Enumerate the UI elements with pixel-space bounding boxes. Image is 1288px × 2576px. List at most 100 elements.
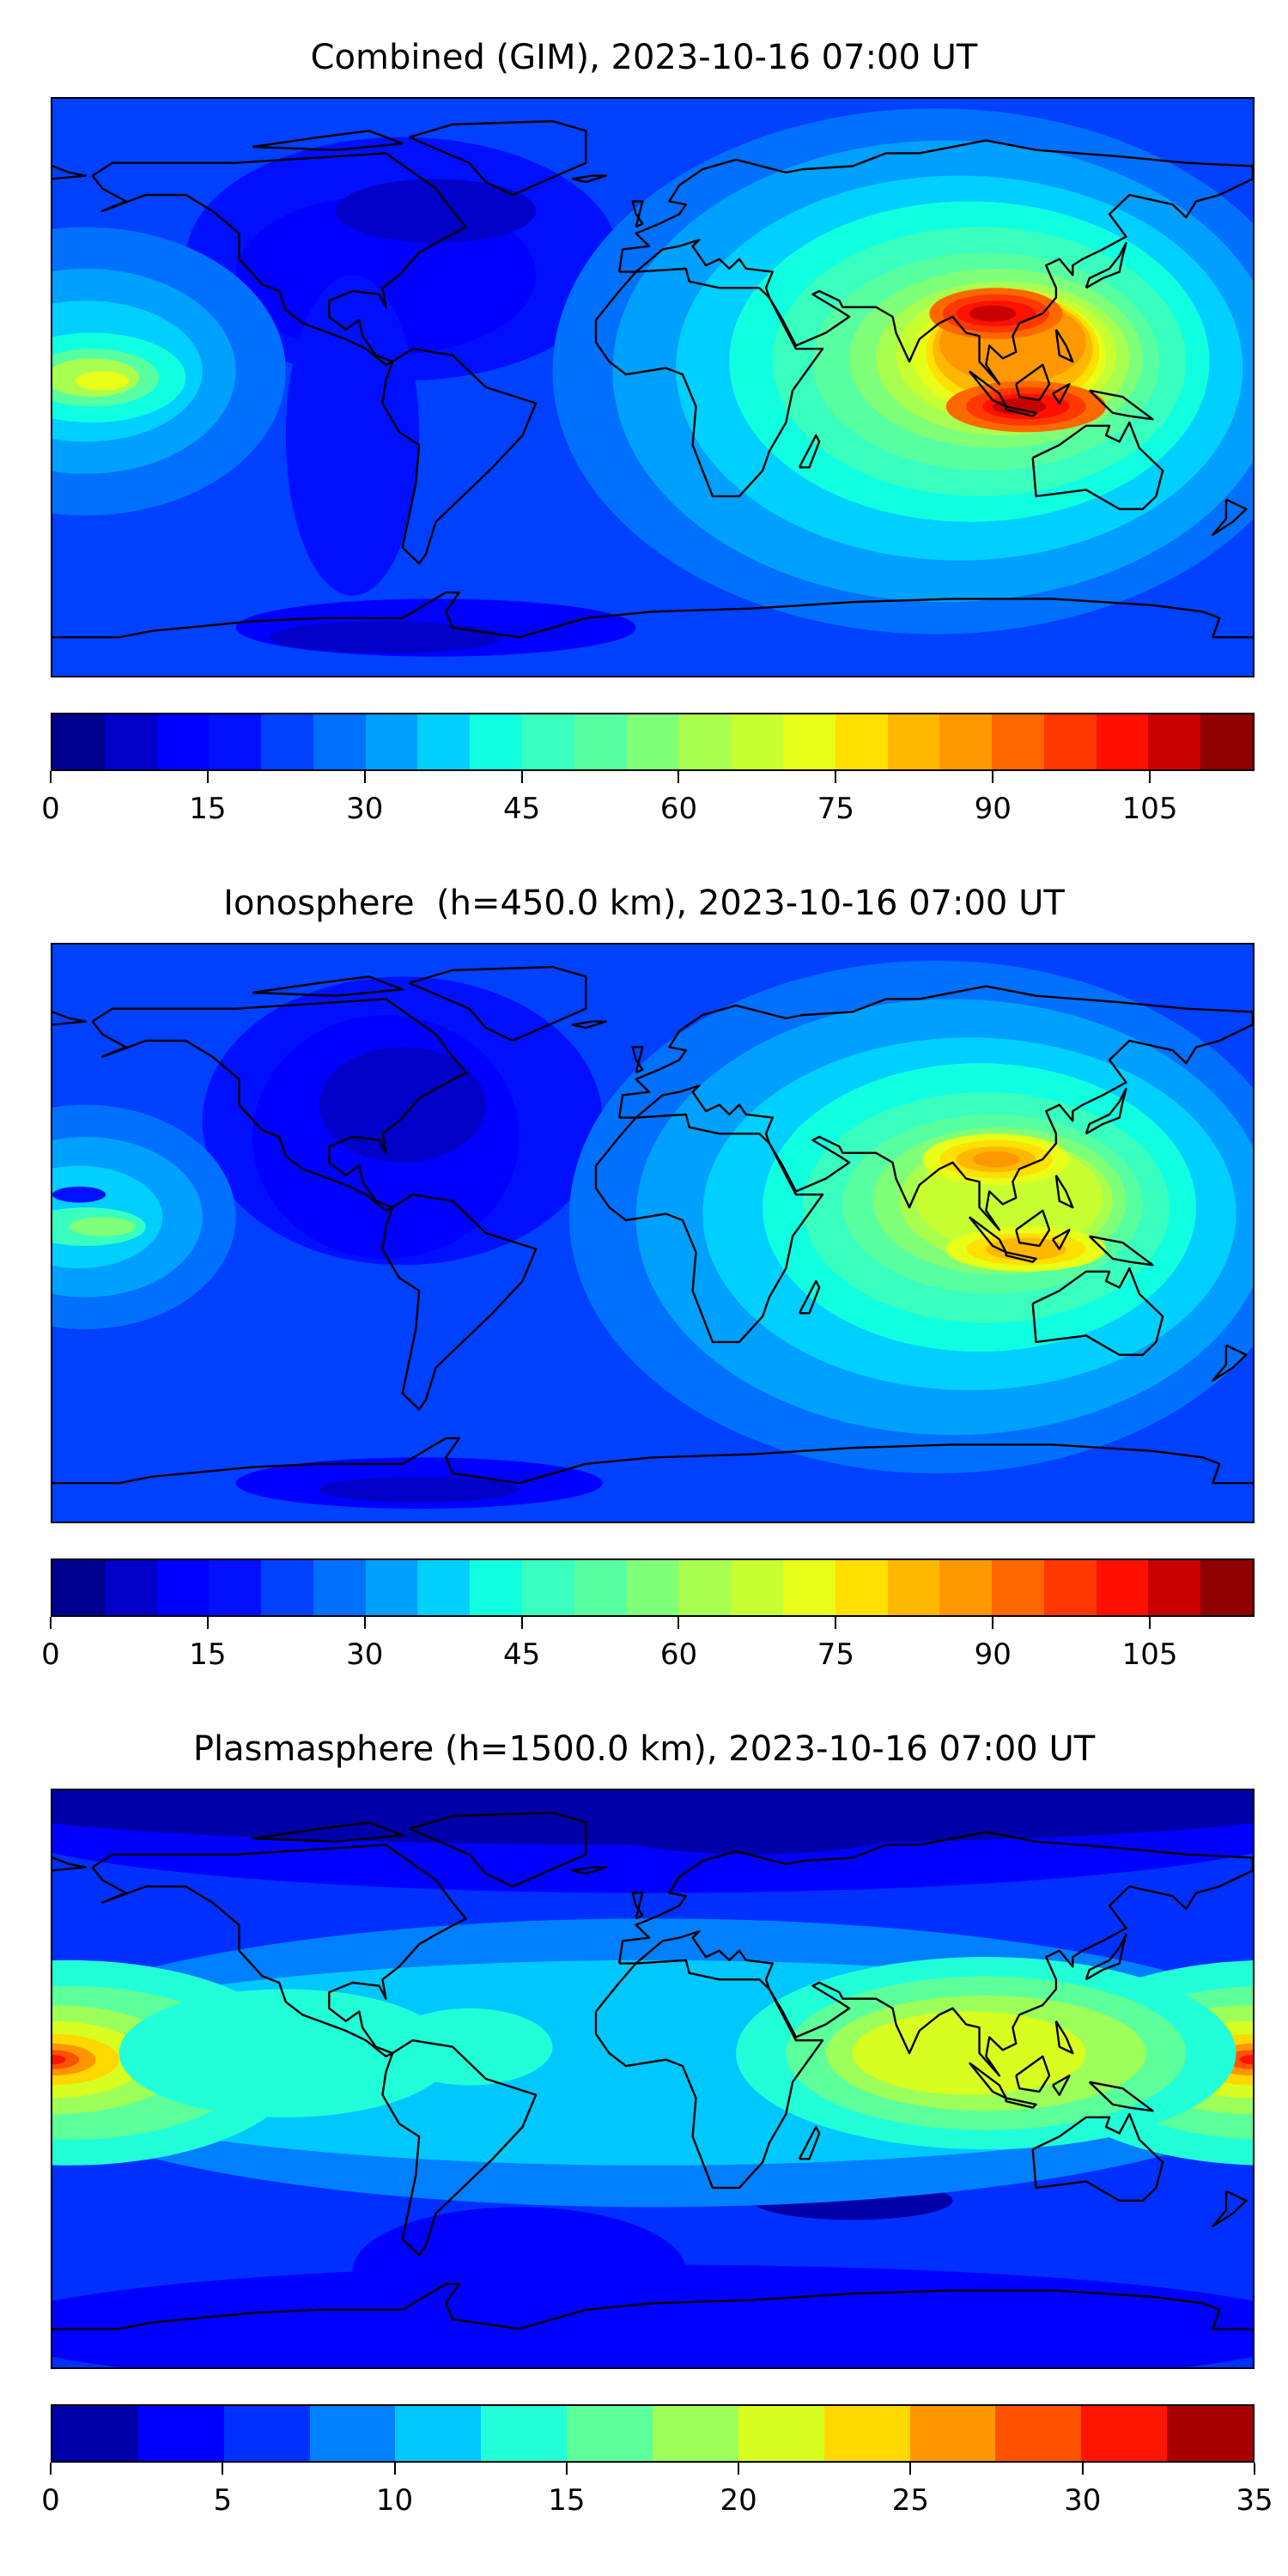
coastline: [1212, 2191, 1246, 2227]
coastline: [1016, 1211, 1049, 1246]
coastline: [1006, 2098, 1036, 2107]
colorbar-segment: [939, 1560, 993, 1615]
contour-map: [52, 99, 1253, 676]
colorbar-tick: [835, 771, 837, 783]
colorbar-tick: [50, 1617, 52, 1629]
coastline: [633, 201, 643, 227]
colorbar-segment: [782, 714, 835, 769]
tec-map: [51, 1789, 1255, 2369]
coastline: [410, 1813, 586, 1886]
coastline: [1053, 384, 1069, 403]
colorbar-ticks: 0 5 10 15 20 25 30 35: [41, 2463, 1273, 2531]
colorbar-segment: [1200, 714, 1253, 769]
colorbar-segment: [137, 2406, 224, 2461]
colorbar-tick-label: 30: [346, 792, 384, 826]
combined-gim-panel: Combined (GIM), 2023-10-16 07:00 UT 0 15 3…: [0, 0, 1288, 846]
coastline: [573, 1868, 606, 1874]
coastline: [619, 141, 1253, 385]
contour-level: [336, 179, 537, 243]
colorbar-segment: [156, 1560, 210, 1615]
coastline: [382, 2040, 536, 2255]
coastline: [596, 1115, 823, 1342]
contour-level: [386, 2008, 553, 2086]
coastline: [619, 987, 1253, 1230]
colorbar-segment: [417, 714, 471, 769]
coastline: [1090, 2082, 1153, 2111]
colorbar-tick: [206, 1617, 209, 1629]
plot-title: Ionosphere (h=450.0 km), 2023-10-16 07:0…: [223, 884, 1065, 923]
coastline: [799, 435, 819, 467]
coastline: [252, 131, 403, 149]
coastline: [1056, 1176, 1072, 1207]
colorbar-tick: [1149, 771, 1151, 783]
colorbar-tick-label: 105: [1121, 792, 1178, 826]
colorbar: [51, 713, 1255, 771]
colorbar-tick-label: 105: [1121, 1637, 1178, 1672]
coastline: [1086, 1089, 1127, 1133]
colorbar-segment: [1096, 714, 1149, 769]
colorbar-segment: [1167, 2406, 1254, 2461]
colorbar-ticks: 0 15 30 45 60 75 90 105: [41, 771, 1255, 840]
coastline: [596, 269, 823, 496]
colorbar-segment: [678, 1560, 732, 1615]
colorbar-segment: [395, 2406, 482, 2461]
coastline: [1056, 330, 1072, 361]
coastline: [1016, 2057, 1049, 2092]
coastline: [1053, 2075, 1069, 2094]
colorbar-segment: [626, 1560, 679, 1615]
colorbar-tick-label: 30: [1064, 2483, 1102, 2518]
coastline: [1033, 422, 1163, 509]
colorbar-segment: [261, 1560, 313, 1615]
colorbar-tick-label: 60: [659, 792, 698, 826]
contour-level: [269, 621, 503, 653]
colorbar-segment: [313, 1560, 366, 1615]
coastline: [252, 976, 403, 995]
colorbar-segment: [1200, 1560, 1253, 1615]
coastline: [52, 166, 86, 179]
colorbar-segment: [104, 714, 157, 769]
colorbar-tick-label: 15: [189, 1637, 227, 1672]
colorbar-segment: [156, 714, 210, 769]
coastline: [619, 1832, 1253, 2076]
colorbar-tick-label: 90: [974, 792, 1012, 826]
contour-level: [1239, 2055, 1253, 2065]
colorbar-tick-label: 75: [817, 1637, 854, 1672]
colorbar-tick: [1081, 2463, 1084, 2475]
colorbar-tick: [520, 1617, 523, 1629]
contour-level: [285, 275, 420, 596]
colorbar-segment: [313, 714, 366, 769]
coastline: [52, 1438, 1253, 1483]
colorbar-segment: [835, 714, 888, 769]
colorbar-segment: [365, 714, 418, 769]
contour-level: [319, 1047, 486, 1163]
coastline: [799, 2127, 819, 2159]
colorbar-segment: [52, 2406, 138, 2461]
colorbar-segment: [522, 1560, 574, 1615]
colorbar-segment: [653, 2406, 738, 2461]
coastline: [1053, 1230, 1069, 1249]
coastline: [410, 967, 586, 1041]
coastline: [1086, 1935, 1127, 1979]
colorbar-segment: [887, 714, 940, 769]
coastline: [1212, 1346, 1246, 1381]
colorbar-segment: [1148, 714, 1201, 769]
colorbar-tick-label: 25: [891, 2483, 930, 2518]
coastline: [1016, 365, 1049, 400]
ionosphere-panel: Ionosphere (h=450.0 km), 2023-10-16 07:0…: [0, 846, 1288, 1692]
coastline: [382, 349, 536, 563]
coastline: [799, 1281, 819, 1313]
colorbar-tick-label: 15: [189, 792, 227, 826]
colorbar-segment: [209, 1560, 262, 1615]
colorbar-segment: [1096, 1560, 1149, 1615]
colorbar-segment: [1043, 1560, 1097, 1615]
coastline: [573, 1022, 606, 1028]
colorbar-tick: [1149, 1617, 1151, 1629]
coastline: [1212, 500, 1246, 535]
colorbar-tick-label: 60: [659, 1637, 698, 1672]
colorbar-tick: [992, 1617, 994, 1629]
colorbar-tick-label: 5: [213, 2483, 233, 2518]
colorbar-segment: [223, 2406, 310, 2461]
colorbar-tick-label: 15: [548, 2483, 586, 2518]
colorbar-segment: [823, 2406, 910, 2461]
colorbar-segment: [731, 1560, 783, 1615]
